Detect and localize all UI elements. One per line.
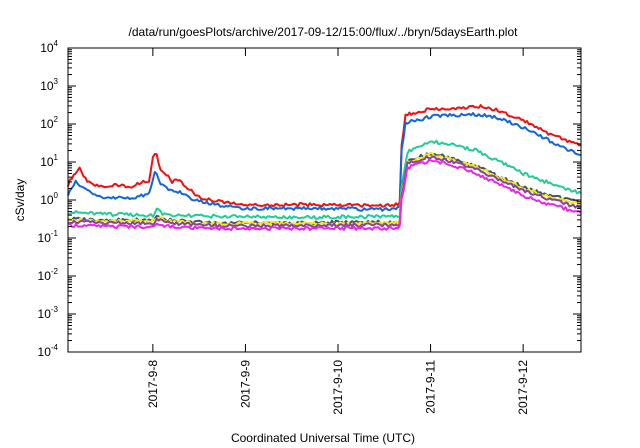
- series-line-2: [67, 112, 582, 212]
- y-tick-label: 10-3: [38, 305, 59, 321]
- x-tick-label: 2017-9-11: [424, 360, 438, 414]
- y-tick-label: 102: [40, 115, 58, 131]
- series-line-7: [67, 159, 582, 231]
- y-tick-label: 104: [40, 39, 58, 55]
- x-axis: 2017-9-8 2017-9-9 2017-9-10 2017-9-11 2017-9…: [146, 48, 530, 415]
- x-tick-label: 2017-9-8: [146, 360, 160, 408]
- y-axis: 10-4 10-3 10-2 10-1 100 101 102 103 104: [38, 39, 581, 359]
- plot-frame: [67, 47, 582, 353]
- y-tick-label: 10-1: [38, 229, 59, 245]
- chart-title: /data/run/goesPlots/archive/2017-09-12/1…: [129, 25, 519, 39]
- y-tick-label: 103: [40, 77, 58, 93]
- y-tick-label: 100: [40, 191, 58, 207]
- y-tick-label: 10-2: [38, 267, 59, 283]
- series-line-3: [68, 139, 582, 220]
- x-axis-label: Coordinated Universal Time (UTC): [231, 431, 415, 445]
- x-tick-label: 2017-9-10: [331, 360, 345, 415]
- y-axis-label: cSv/day: [13, 179, 27, 222]
- series-layer: [67, 104, 582, 231]
- series-line-6: [67, 155, 582, 229]
- y-tick-label: 10-4: [38, 343, 59, 359]
- x-tick-label: 2017-9-9: [238, 360, 252, 408]
- series-line-1: [67, 104, 582, 208]
- x-tick-label: 2017-9-12: [516, 360, 530, 415]
- y-tick-label: 101: [40, 153, 58, 169]
